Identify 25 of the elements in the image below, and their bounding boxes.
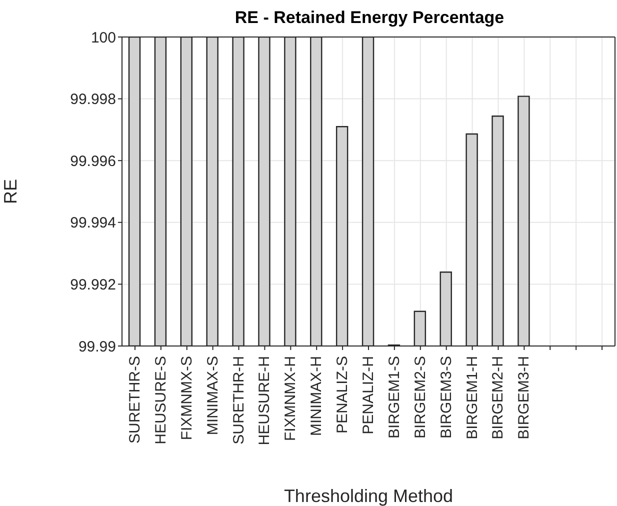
chart-title: RE - Retained Energy Percentage [234, 8, 506, 28]
x-tick-label: PENALIZ-H [360, 356, 377, 434]
x-tick-label: MINIMAX-H [308, 356, 326, 436]
y-axis-title: RE [0, 178, 20, 204]
x-tick-label: FIXMNMX-S [178, 356, 196, 440]
x-tick-label: BIRGEM1-H [464, 356, 481, 440]
y-tick-label: 100 [90, 29, 116, 46]
x-tick-label: MINIMAX-S [204, 356, 222, 436]
x-axis-title: Thresholding Method [284, 486, 454, 506]
x-tick-label: SURETHR-H [230, 356, 248, 444]
x-tick-label: BIRGEM3-H [516, 356, 533, 440]
x-tick-label: BIRGEM2-H [490, 356, 507, 440]
y-tick-label: 99.994 [70, 214, 116, 232]
y-tick-label: 99.996 [70, 152, 116, 170]
x-tick-label: BIRGEM3-S [438, 356, 455, 439]
x-tick-label: BIRGEM2-S [412, 356, 429, 439]
x-tick-label: HEUSURE-H [256, 356, 274, 446]
x-tick-label: BIRGEM1-S [386, 356, 403, 439]
x-tick-label: PENALIZ-S [334, 356, 352, 434]
x-tick-label: SURETHR-S [126, 356, 144, 444]
x-tick-label: FIXMNMX-H [282, 356, 300, 441]
x-tick-label: HEUSURE-S [152, 356, 170, 444]
y-tick-label: 99.992 [70, 276, 116, 294]
y-tick-label: 99.998 [70, 91, 116, 108]
y-tick-label: 99.99 [78, 338, 116, 356]
